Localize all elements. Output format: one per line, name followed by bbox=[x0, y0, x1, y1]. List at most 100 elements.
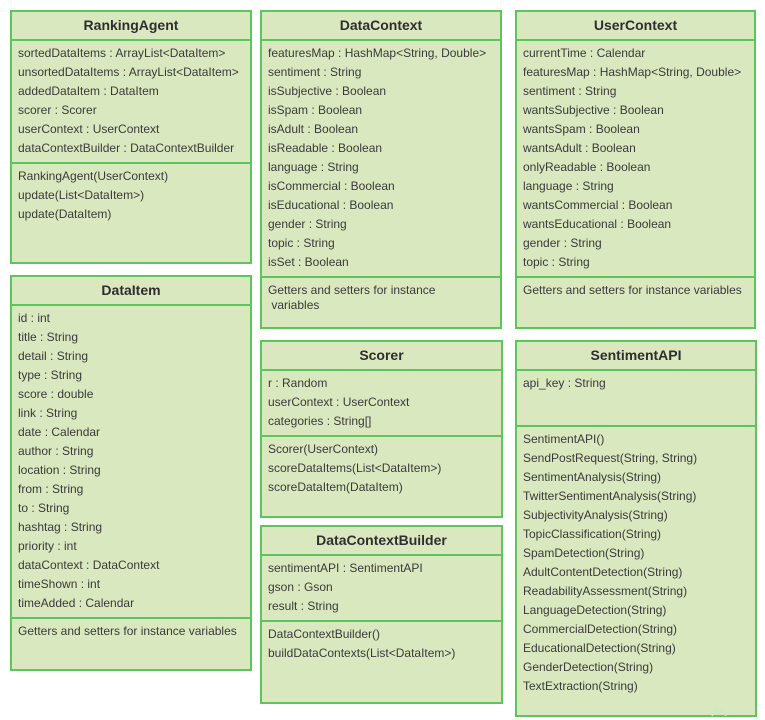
attribute: unsortedDataItems : ArrayList<DataItem> bbox=[18, 65, 239, 79]
operation: SubjectivityAnalysis(String) bbox=[523, 508, 668, 522]
attribute: isAdult : Boolean bbox=[268, 122, 359, 136]
attribute: gson : Gson bbox=[268, 580, 333, 594]
class-datacontext: DataContext featuresMap : HashMap<String… bbox=[260, 10, 502, 329]
operation: DataContextBuilder() bbox=[268, 627, 381, 641]
attributes-section: sortedDataItems : ArrayList<DataItem> un… bbox=[12, 41, 250, 164]
class-title: DataItem bbox=[12, 277, 250, 306]
class-note: Getters and setters for instance variabl… bbox=[268, 283, 436, 312]
operation: EducationalDetection(String) bbox=[523, 641, 676, 655]
operation: LanguageDetection(String) bbox=[523, 603, 667, 617]
attribute: gender : String bbox=[268, 217, 347, 231]
attributes-section: featuresMap : HashMap<String, Double> se… bbox=[262, 41, 500, 278]
attribute: api_key : String bbox=[523, 376, 606, 390]
attribute: featuresMap : HashMap<String, Double> bbox=[268, 46, 487, 60]
operations-section: SentimentAPI() SendPostRequest(String, S… bbox=[517, 427, 755, 696]
attribute: wantsSpam : Boolean bbox=[523, 122, 640, 136]
attribute: topic : String bbox=[268, 236, 335, 250]
operation: Scorer(UserContext) bbox=[268, 442, 379, 456]
operation: scoreDataItems(List<DataItem>) bbox=[268, 461, 442, 475]
attribute: isEducational : Boolean bbox=[268, 198, 394, 212]
operation: update(List<DataItem>) bbox=[18, 188, 145, 202]
class-sentimentapi: SentimentAPI api_key : String SentimentA… bbox=[515, 340, 757, 717]
operation: SpamDetection(String) bbox=[523, 546, 645, 560]
attribute: userContext : UserContext bbox=[18, 122, 160, 136]
operation: ReadabilityAssessment(String) bbox=[523, 584, 688, 598]
operation: TwitterSentimentAnalysis(String) bbox=[523, 489, 697, 503]
attribute: timeShown : int bbox=[18, 577, 101, 591]
attribute: detail : String bbox=[18, 349, 89, 363]
class-title: Scorer bbox=[262, 342, 501, 371]
operation: CommercialDetection(String) bbox=[523, 622, 678, 636]
operation: SentimentAnalysis(String) bbox=[523, 470, 662, 484]
attribute: wantsEducational : Boolean bbox=[523, 217, 672, 231]
attribute: isSet : Boolean bbox=[268, 255, 349, 269]
note-section: Getters and setters for instance variabl… bbox=[12, 619, 250, 639]
attribute: link : String bbox=[18, 406, 78, 420]
class-rankingagent: RankingAgent sortedDataItems : ArrayList… bbox=[10, 10, 252, 264]
operation: TopicClassification(String) bbox=[523, 527, 662, 541]
class-dataitem: DataItem id : int title : String detail … bbox=[10, 275, 252, 671]
attribute: userContext : UserContext bbox=[268, 395, 410, 409]
attribute: wantsSubjective : Boolean bbox=[523, 103, 664, 117]
attributes-section: id : int title : String detail : String … bbox=[12, 306, 250, 619]
operation: RankingAgent(UserContext) bbox=[18, 169, 169, 183]
attribute: wantsCommercial : Boolean bbox=[523, 198, 673, 212]
attribute: onlyReadable : Boolean bbox=[523, 160, 651, 174]
attribute: wantsAdult : Boolean bbox=[523, 141, 636, 155]
operation: SendPostRequest(String, String) bbox=[523, 451, 698, 465]
attribute: to : String bbox=[18, 501, 70, 515]
attributes-section: api_key : String bbox=[517, 371, 755, 427]
attribute: sortedDataItems : ArrayList<DataItem> bbox=[18, 46, 226, 60]
attribute: sentiment : String bbox=[523, 84, 617, 98]
operations-section: Scorer(UserContext) scoreDataItems(List<… bbox=[262, 437, 501, 497]
class-title: DataContextBuilder bbox=[262, 527, 501, 556]
class-note: Getters and setters for instance variabl… bbox=[18, 624, 237, 638]
attribute: currentTime : Calendar bbox=[523, 46, 646, 60]
attribute: featuresMap : HashMap<String, Double> bbox=[523, 65, 742, 79]
attribute: id : int bbox=[18, 311, 51, 325]
attribute: isCommercial : Boolean bbox=[268, 179, 395, 193]
attribute: gender : String bbox=[523, 236, 602, 250]
attribute: type : String bbox=[18, 368, 83, 382]
attribute: sentiment : String bbox=[268, 65, 362, 79]
attributes-section: sentimentAPI : SentimentAPI gson : Gson … bbox=[262, 556, 501, 622]
attribute: date : Calendar bbox=[18, 425, 101, 439]
attribute: priority : int bbox=[18, 539, 77, 553]
operations-section: RankingAgent(UserContext) update(List<Da… bbox=[12, 164, 250, 224]
attributes-section: currentTime : Calendar featuresMap : Has… bbox=[517, 41, 754, 278]
operation: TextExtraction(String) bbox=[523, 679, 638, 693]
note-section: Getters and setters for instance variabl… bbox=[517, 278, 754, 298]
attribute: result : String bbox=[268, 599, 339, 613]
attribute: author : String bbox=[18, 444, 94, 458]
class-datacontextbuilder: DataContextBuilder sentimentAPI : Sentim… bbox=[260, 525, 503, 704]
note-section: Getters and setters for instance variabl… bbox=[262, 278, 500, 313]
class-title: DataContext bbox=[262, 12, 500, 41]
attribute: hashtag : String bbox=[18, 520, 103, 534]
operation: scoreDataItem(DataItem) bbox=[268, 480, 403, 494]
attribute: isReadable : Boolean bbox=[268, 141, 383, 155]
attribute: language : String bbox=[268, 160, 359, 174]
attribute: title : String bbox=[18, 330, 79, 344]
attribute: dataContextBuilder : DataContextBuilder bbox=[18, 141, 235, 155]
attribute: topic : String bbox=[523, 255, 590, 269]
class-note: Getters and setters for instance variabl… bbox=[523, 283, 742, 297]
attribute: location : String bbox=[18, 463, 101, 477]
class-usercontext: UserContext currentTime : Calendar featu… bbox=[515, 10, 756, 329]
attribute: score : double bbox=[18, 387, 94, 401]
class-title: SentimentAPI bbox=[517, 342, 755, 371]
operation: update(DataItem) bbox=[18, 207, 112, 221]
class-title: RankingAgent bbox=[12, 12, 250, 41]
class-title: UserContext bbox=[517, 12, 754, 41]
attributes-section: r : Random userContext : UserContext cat… bbox=[262, 371, 501, 437]
operation: GenderDetection(String) bbox=[523, 660, 654, 674]
attribute: r : Random bbox=[268, 376, 328, 390]
operations-section: DataContextBuilder() buildDataContexts(L… bbox=[262, 622, 501, 663]
attribute: language : String bbox=[523, 179, 614, 193]
attribute: scorer : Scorer bbox=[18, 103, 97, 117]
attribute: from : String bbox=[18, 482, 84, 496]
attribute: addedDataItem : DataItem bbox=[18, 84, 159, 98]
attribute: isSpam : Boolean bbox=[268, 103, 363, 117]
operation: AdultContentDetection(String) bbox=[523, 565, 683, 579]
operation: buildDataContexts(List<DataItem>) bbox=[268, 646, 456, 660]
attribute: isSubjective : Boolean bbox=[268, 84, 387, 98]
